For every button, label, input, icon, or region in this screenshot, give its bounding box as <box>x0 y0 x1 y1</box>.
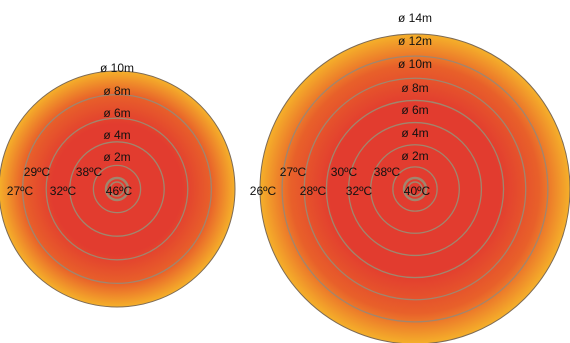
temp-label-left-center: 46ºC <box>106 184 133 198</box>
ring-10m <box>303 77 527 301</box>
ring-12m <box>281 55 549 323</box>
ring-label-right-12m: ø 12m <box>398 34 432 48</box>
ring-2m <box>92 164 142 214</box>
heat-disc-right <box>259 33 570 343</box>
heat-diagram-left: ø 10m ø 8m ø 6m ø 4m ø 2m 29ºC 38ºC 27ºC… <box>0 61 236 308</box>
ring-label-right-10m: ø 10m <box>398 57 432 71</box>
temp-label-right: 26ºC <box>250 184 277 198</box>
ring-label-right-6m: ø 6m <box>401 103 428 117</box>
ring-4m <box>370 144 460 234</box>
center-ring <box>402 176 428 202</box>
temp-label-right: 28ºC <box>300 184 327 198</box>
ring-label-left-4m: ø 4m <box>103 128 130 142</box>
ring-label-right-4m: ø 4m <box>401 126 428 140</box>
ring-label-left-2m: ø 2m <box>103 150 130 164</box>
heat-diagram-right: ø 14m ø 12m ø 10m ø 8m ø 6m ø 4m ø 2m 27… <box>250 11 570 343</box>
ring-label-left-10m: ø 10m <box>100 61 134 75</box>
ring-6m <box>45 117 189 261</box>
temp-label-right: 30ºC <box>331 165 358 179</box>
ring-label-right-2m: ø 2m <box>401 149 428 163</box>
ring-label-right-8m: ø 8m <box>401 81 428 95</box>
ring-8m <box>325 99 505 279</box>
ring-2m <box>392 166 438 212</box>
temp-label-right: 27ºC <box>280 165 307 179</box>
ring-label-right-14m: ø 14m <box>398 11 432 25</box>
center-ring <box>407 181 423 197</box>
temp-label-right: 32ºC <box>346 184 373 198</box>
temp-label-left: 38ºC <box>76 165 103 179</box>
temp-label-right: 38ºC <box>374 165 401 179</box>
center-ring <box>104 176 130 202</box>
ring-label-left-6m: ø 6m <box>103 106 130 120</box>
temp-label-left: 27ºC <box>7 184 34 198</box>
temp-label-left: 29ºC <box>24 165 51 179</box>
heat-disc-left <box>0 70 236 308</box>
ring-4m <box>69 141 165 237</box>
center-ring <box>109 181 125 197</box>
ring-6m <box>347 121 483 257</box>
temp-label-left: 32ºC <box>50 184 77 198</box>
ring-8m <box>21 93 213 285</box>
ring-label-left-8m: ø 8m <box>103 84 130 98</box>
temp-label-right-center: 40ºC <box>404 184 431 198</box>
